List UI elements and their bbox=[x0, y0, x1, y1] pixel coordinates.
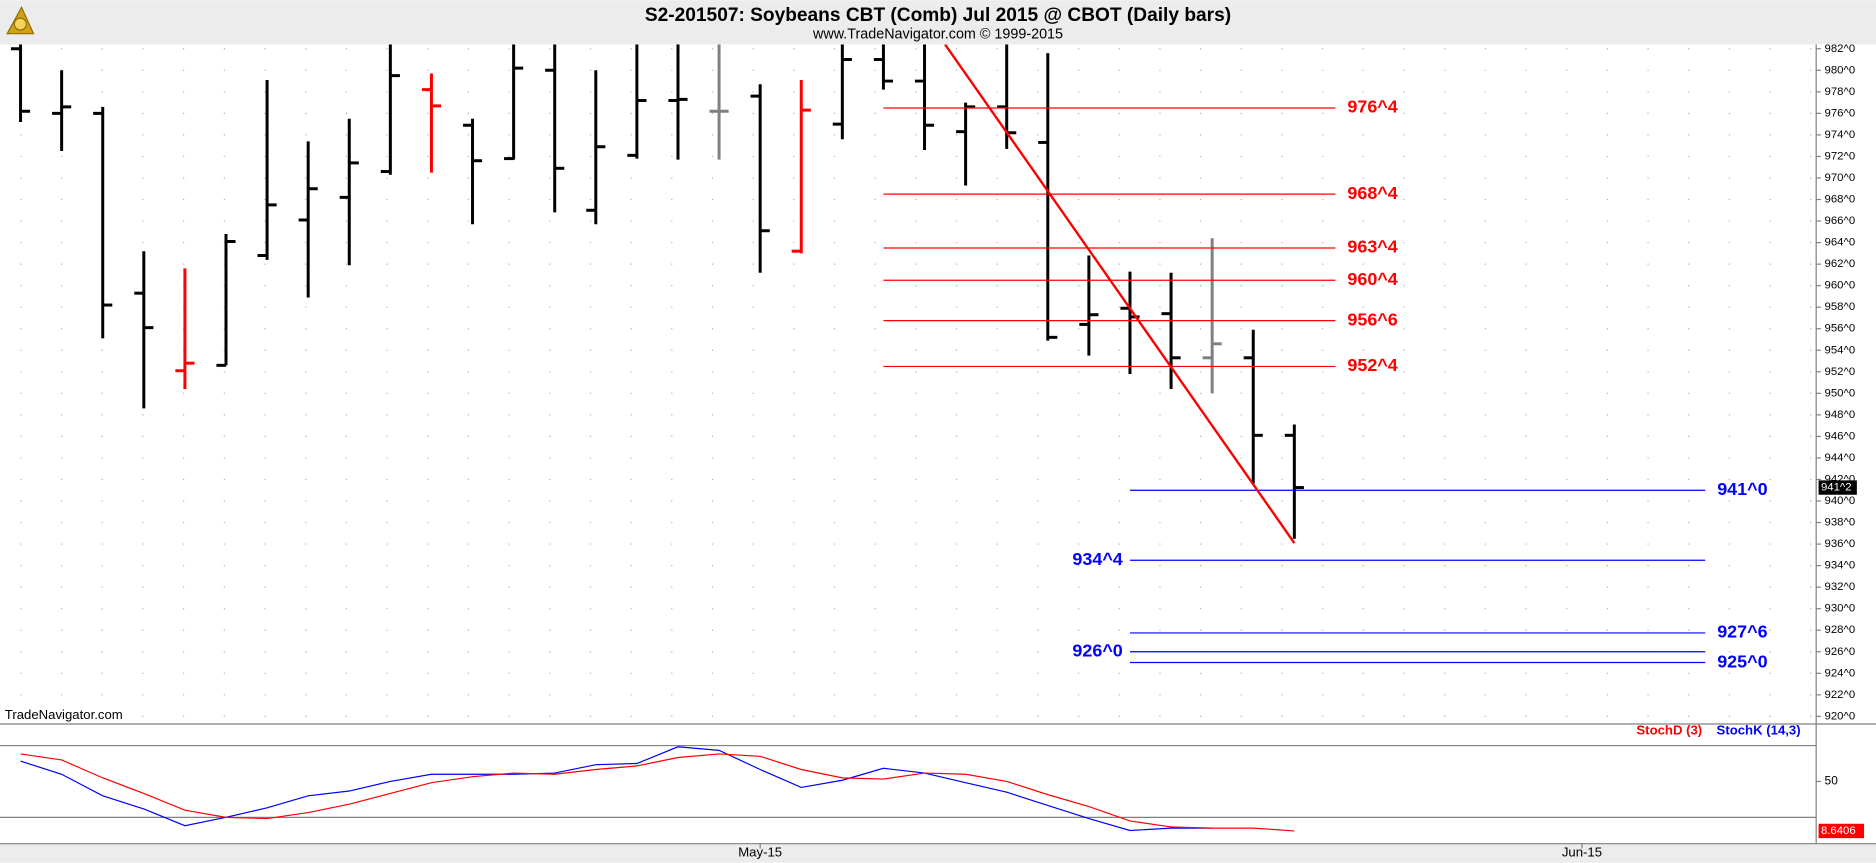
y-tick-label: 964^0 bbox=[1825, 237, 1856, 249]
y-tick-label: 958^0 bbox=[1825, 301, 1856, 313]
y-tick-label: 920^0 bbox=[1825, 710, 1856, 722]
y-tick-label: 922^0 bbox=[1825, 689, 1856, 701]
y-tick-label: 976^0 bbox=[1825, 107, 1856, 119]
level-label: 927^6 bbox=[1717, 622, 1767, 642]
y-tick-label: 938^0 bbox=[1825, 517, 1856, 529]
last-value-label: 8.6406 bbox=[1821, 825, 1856, 837]
y-tick-label: 952^0 bbox=[1825, 366, 1856, 378]
y-tick-label: 942^0 bbox=[1825, 473, 1856, 485]
stoch-line bbox=[20, 753, 1295, 832]
last-price-label: 941^2 bbox=[1821, 482, 1852, 494]
level-label: 952^4 bbox=[1347, 355, 1397, 375]
stoch-line bbox=[20, 746, 1213, 832]
y-tick-label: 982^0 bbox=[1825, 43, 1856, 55]
y-tick-label: 948^0 bbox=[1825, 409, 1856, 421]
chart-subtitle: www.TradeNavigator.com © 1999-2015 bbox=[812, 27, 1063, 43]
y-tick-label: 950^0 bbox=[1825, 387, 1856, 399]
y-tick-label: 50 bbox=[1825, 774, 1839, 788]
level-label: 968^4 bbox=[1347, 183, 1397, 203]
y-tick-label: 936^0 bbox=[1825, 538, 1856, 550]
price-plot bbox=[0, 44, 1817, 717]
y-tick-label: 972^0 bbox=[1825, 150, 1856, 162]
last-price-box bbox=[1818, 480, 1857, 495]
level-label: 976^4 bbox=[1347, 97, 1397, 117]
y-tick-label: 940^0 bbox=[1825, 495, 1856, 507]
level-label: 960^4 bbox=[1347, 269, 1397, 289]
level-label: 925^0 bbox=[1717, 651, 1767, 671]
y-tick-label: 968^0 bbox=[1825, 194, 1856, 206]
level-label: 926^0 bbox=[1072, 640, 1122, 660]
y-tick-label: 966^0 bbox=[1825, 215, 1856, 227]
watermark: TradeNavigator.com bbox=[5, 707, 123, 722]
trendline bbox=[944, 44, 1296, 544]
level-label: 934^4 bbox=[1072, 549, 1122, 569]
overlay: 920^0 922^0 924^0 926^0 928^0 930^0 932^0 934^0… bbox=[738, 43, 1865, 860]
legend-entry: StochK (14,3) bbox=[1717, 723, 1801, 738]
chart-title: S2-201507: Soybeans CBT (Comb) Jul 2015 … bbox=[645, 5, 1231, 26]
y-tick-label: 926^0 bbox=[1825, 646, 1856, 658]
level-label: 956^6 bbox=[1347, 309, 1397, 329]
y-tick-label: 928^0 bbox=[1825, 624, 1856, 636]
y-tick-label: 974^0 bbox=[1825, 129, 1856, 141]
x-tick-label: Jun-15 bbox=[1562, 845, 1602, 860]
y-tick-label: 970^0 bbox=[1825, 172, 1856, 184]
legend-entry: StochD (3) bbox=[1636, 723, 1702, 738]
y-tick-label: 934^0 bbox=[1825, 560, 1856, 572]
y-tick-label: 932^0 bbox=[1825, 581, 1856, 593]
y-tick-label: 924^0 bbox=[1825, 667, 1856, 679]
level-label: 963^4 bbox=[1347, 237, 1397, 257]
y-tick-label: 978^0 bbox=[1825, 86, 1856, 98]
y-tick-label: 930^0 bbox=[1825, 603, 1856, 615]
y-tick-label: 944^0 bbox=[1825, 452, 1856, 464]
x-tick-label: May-15 bbox=[738, 845, 782, 860]
stoch-plot bbox=[0, 744, 1817, 832]
y-tick-label: 960^0 bbox=[1825, 280, 1856, 292]
plot-area bbox=[0, 44, 1817, 844]
level-label: 941^0 bbox=[1717, 479, 1767, 499]
y-tick-label: 980^0 bbox=[1825, 64, 1856, 76]
y-tick-label: 954^0 bbox=[1825, 344, 1856, 356]
y-tick-label: 956^0 bbox=[1825, 323, 1856, 335]
logo bbox=[6, 6, 35, 35]
y-tick-label: 962^0 bbox=[1825, 258, 1856, 270]
last-value-box bbox=[1818, 823, 1865, 839]
axis-area bbox=[1816, 44, 1876, 844]
y-tick-label: 946^0 bbox=[1825, 430, 1856, 442]
